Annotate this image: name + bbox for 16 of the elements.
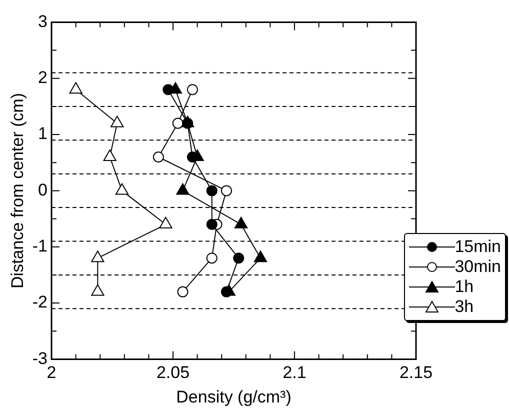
y-tick-label: 1 xyxy=(38,124,48,144)
y-tick-label: -2 xyxy=(32,292,48,312)
legend-label: 3h xyxy=(454,297,474,317)
y-tick-label: 2 xyxy=(38,68,48,88)
x-tick-label: 2.15 xyxy=(399,363,433,382)
x-tick-label: 2.1 xyxy=(282,363,306,382)
legend-label: 30min xyxy=(454,257,501,277)
y-tick-label: -1 xyxy=(32,236,48,256)
y-tick-label: 3 xyxy=(38,12,48,31)
legend-label: 1h xyxy=(454,277,474,297)
x-tick-label: 2.05 xyxy=(156,363,190,382)
x-axis-title: Density (g/cm³) xyxy=(176,387,292,406)
y-tick-label: -3 xyxy=(32,348,48,368)
legend-label: 15min xyxy=(454,237,501,257)
y-axis-title: Distance from center (cm) xyxy=(8,92,27,288)
y-tick-label: 0 xyxy=(38,180,48,200)
